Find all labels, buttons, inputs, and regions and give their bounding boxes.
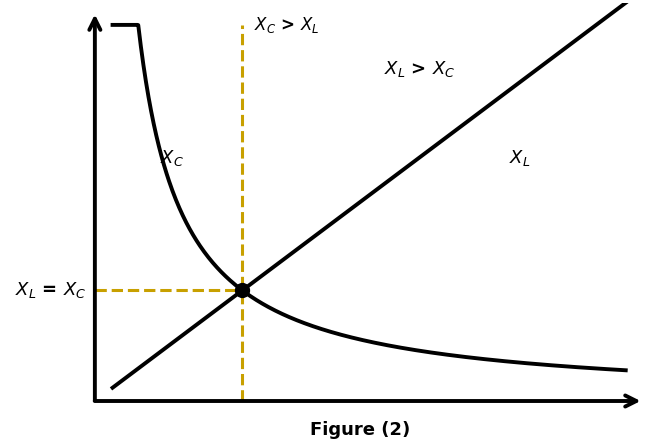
Text: Figure (2): Figure (2): [310, 421, 411, 439]
Text: $X_L$ = $X_C$: $X_L$ = $X_C$: [14, 280, 86, 300]
Text: $X_C$ > $X_L$: $X_C$ > $X_L$: [254, 15, 320, 35]
Point: [237, 287, 247, 294]
Text: $X_C$: $X_C$: [160, 148, 184, 167]
Text: $X_L$: $X_L$: [509, 148, 530, 167]
Text: $X_L$ > $X_C$: $X_L$ > $X_C$: [384, 59, 455, 79]
